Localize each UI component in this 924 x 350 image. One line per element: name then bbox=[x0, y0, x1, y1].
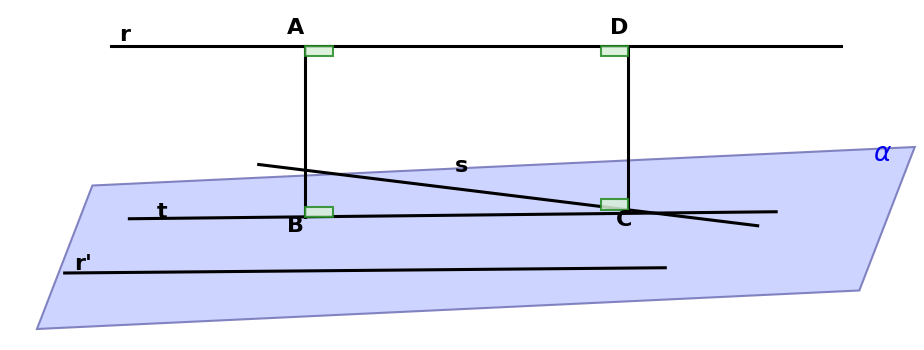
Polygon shape bbox=[601, 199, 628, 210]
Polygon shape bbox=[37, 147, 915, 329]
Text: D: D bbox=[610, 18, 628, 38]
Text: r: r bbox=[119, 25, 130, 45]
Polygon shape bbox=[601, 46, 628, 56]
Polygon shape bbox=[305, 206, 333, 217]
Text: B: B bbox=[287, 216, 304, 236]
Text: r': r' bbox=[74, 254, 92, 274]
Text: A: A bbox=[287, 18, 304, 38]
Text: α: α bbox=[874, 141, 891, 167]
Text: C: C bbox=[615, 210, 632, 231]
Text: s: s bbox=[456, 156, 468, 176]
Text: t: t bbox=[156, 202, 167, 222]
Polygon shape bbox=[305, 46, 333, 56]
